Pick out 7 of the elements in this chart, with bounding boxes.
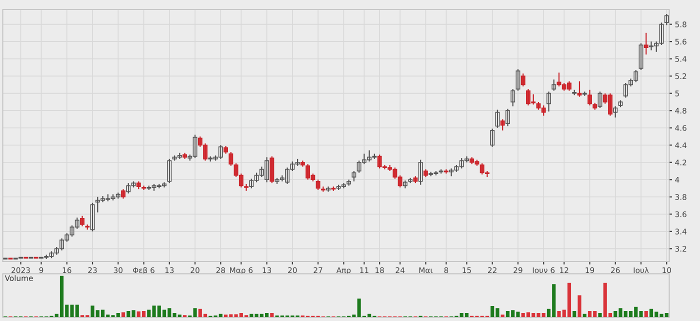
bar xyxy=(500,314,504,318)
bar xyxy=(644,310,648,318)
bar xyxy=(121,312,126,318)
bar xyxy=(598,313,602,318)
bar xyxy=(572,310,576,318)
bar xyxy=(578,295,582,318)
bar xyxy=(270,313,274,318)
